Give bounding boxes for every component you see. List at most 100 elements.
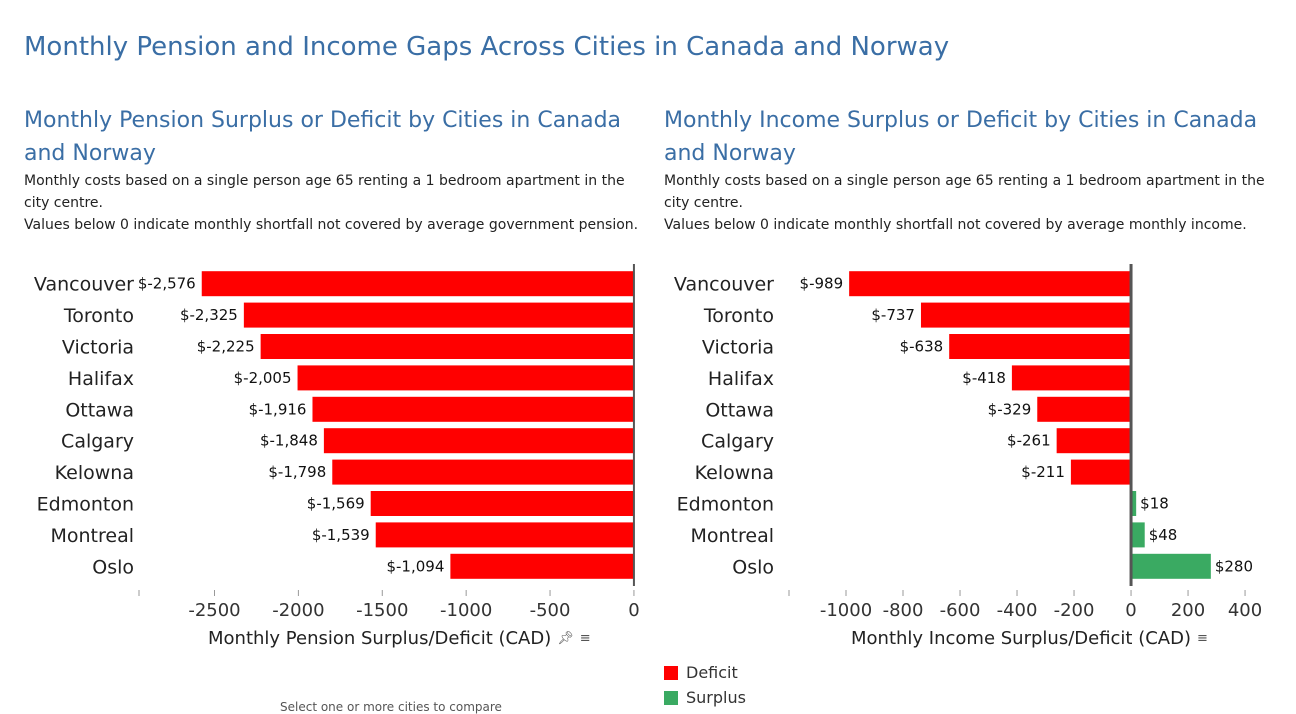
legend-swatch-deficit (664, 665, 678, 680)
bar-montreal[interactable] (1131, 522, 1145, 548)
pension-chart-subtitle-1: Monthly costs based on a single person a… (24, 173, 625, 211)
data-label-kelowna: $-211 (1021, 463, 1065, 481)
data-label-victoria: $-2,225 (197, 338, 255, 356)
tick-label: -1000 (820, 600, 872, 621)
category-label-toronto: Toronto (63, 305, 134, 327)
category-label-vancouver: Vancouver (674, 274, 774, 296)
legend-item-deficit[interactable]: Deficit (664, 660, 746, 685)
category-label-oslo: Oslo (92, 556, 134, 578)
data-label-kelowna: $-1,798 (268, 463, 326, 481)
legend: Deficit Surplus (664, 660, 746, 710)
data-label-ottawa: $-329 (988, 400, 1032, 418)
category-label-victoria: Victoria (702, 337, 774, 359)
bar-kelowna[interactable] (1070, 459, 1132, 485)
tick-label: 400 (1228, 600, 1262, 621)
data-label-halifax: $-2,005 (234, 369, 292, 387)
data-label-toronto: $-2,325 (180, 306, 238, 324)
bar-halifax[interactable] (297, 365, 634, 391)
income-chart-subtitle-1: Monthly costs based on a single person a… (664, 173, 1265, 211)
bar-oslo[interactable] (450, 553, 634, 579)
bar-ottawa[interactable] (1037, 396, 1132, 422)
bar-calgary[interactable] (1056, 428, 1132, 454)
category-label-ottawa: Ottawa (705, 399, 774, 421)
category-label-calgary: Calgary (61, 431, 134, 453)
tick-label: -1500 (356, 600, 408, 621)
category-label-ottawa: Ottawa (65, 399, 134, 421)
tick-label: -500 (530, 600, 571, 621)
data-label-calgary: $-261 (1007, 432, 1051, 450)
bar-vancouver[interactable] (201, 271, 634, 297)
bar-halifax[interactable] (1011, 365, 1132, 391)
bar-calgary[interactable] (323, 428, 634, 454)
category-label-montreal: Montreal (50, 525, 134, 547)
tick-label: -2000 (272, 600, 324, 621)
category-label-toronto: Toronto (703, 305, 774, 327)
pension-x-axis-label: Monthly Pension Surplus/Deficit (CAD) (208, 628, 552, 649)
tick-label: -600 (940, 600, 981, 621)
data-label-oslo: $280 (1215, 557, 1253, 575)
income-chart-subtitle-2: Values below 0 indicate monthly shortfal… (664, 217, 1247, 233)
pin-icon[interactable]: 📌︎ (557, 631, 574, 646)
category-label-kelowna: Kelowna (695, 462, 774, 484)
bar-toronto[interactable] (920, 302, 1132, 328)
legend-label-deficit: Deficit (686, 663, 738, 682)
data-label-vancouver: $-2,576 (138, 275, 196, 293)
income-chart-title: Monthly Income Surplus or Deficit by Cit… (664, 108, 1258, 166)
pension-chart-subtitle-2: Values below 0 indicate monthly shortfal… (24, 217, 639, 233)
data-label-victoria: $-638 (900, 338, 944, 356)
category-label-halifax: Halifax (68, 368, 134, 390)
category-label-edmonton: Edmonton (677, 494, 774, 516)
data-label-halifax: $-418 (962, 369, 1006, 387)
bar-toronto[interactable] (243, 302, 634, 328)
category-label-montreal: Montreal (690, 525, 774, 547)
bar-victoria[interactable] (260, 334, 634, 359)
bar-kelowna[interactable] (332, 459, 634, 485)
data-label-calgary: $-1,848 (260, 432, 318, 450)
legend-swatch-surplus (664, 690, 678, 705)
tick-label: 0 (628, 600, 639, 621)
tick-label: -200 (1054, 600, 1095, 621)
tick-label: -1000 (440, 600, 492, 621)
income-bar-chart[interactable]: Vancouver $-989 Toronto $-737 Victoria $-638 H… (664, 104, 1284, 664)
bar-victoria[interactable] (949, 334, 1132, 359)
dashboard-title: Monthly Pension and Income Gaps Across C… (24, 32, 950, 62)
income-x-axis-title: Monthly Income Surplus/Deficit (CAD) ≡ (851, 628, 1208, 649)
data-label-edmonton: $-1,569 (307, 495, 365, 513)
category-label-victoria: Victoria (62, 337, 134, 359)
data-label-montreal: $-1,539 (312, 526, 370, 544)
category-label-halifax: Halifax (708, 368, 774, 390)
sort-icon[interactable]: ≡ (1197, 631, 1208, 646)
footer-note: Select one or more cities to compare (280, 700, 502, 714)
legend-label-surplus: Surplus (686, 688, 746, 707)
income-chart-panel: Monthly Income Surplus or Deficit by Cit… (664, 104, 1284, 664)
data-label-vancouver: $-989 (800, 275, 844, 293)
data-label-oslo: $-1,094 (386, 557, 444, 575)
bar-vancouver[interactable] (849, 271, 1132, 297)
bar-edmonton[interactable] (370, 491, 634, 516)
bar-oslo[interactable] (1131, 553, 1211, 579)
tick-label: -400 (997, 600, 1038, 621)
pension-chart-title: Monthly Pension Surplus or Deficit by Ci… (24, 108, 622, 166)
bar-edmonton[interactable] (1131, 491, 1137, 516)
tick-label: -800 (883, 600, 924, 621)
bar-ottawa[interactable] (312, 396, 634, 422)
category-label-calgary: Calgary (701, 431, 774, 453)
tick-label: -2500 (188, 600, 240, 621)
pension-x-axis-title: Monthly Pension Surplus/Deficit (CAD) 📌︎… (208, 628, 591, 649)
tick-label: 200 (1171, 600, 1205, 621)
tick-label: 0 (1125, 600, 1136, 621)
pension-chart-panel: Monthly Pension Surplus or Deficit by Ci… (24, 104, 644, 664)
sort-icon[interactable]: ≡ (579, 631, 591, 646)
category-label-vancouver: Vancouver (34, 274, 134, 296)
legend-item-surplus[interactable]: Surplus (664, 685, 746, 710)
data-label-montreal: $48 (1149, 526, 1178, 544)
data-label-ottawa: $-1,916 (249, 400, 307, 418)
category-label-edmonton: Edmonton (37, 494, 134, 516)
category-label-kelowna: Kelowna (55, 462, 134, 484)
data-label-edmonton: $18 (1140, 495, 1169, 513)
bar-montreal[interactable] (375, 522, 634, 548)
income-x-axis-label: Monthly Income Surplus/Deficit (CAD) (851, 628, 1191, 649)
category-label-oslo: Oslo (732, 556, 774, 578)
data-label-toronto: $-737 (871, 306, 915, 324)
